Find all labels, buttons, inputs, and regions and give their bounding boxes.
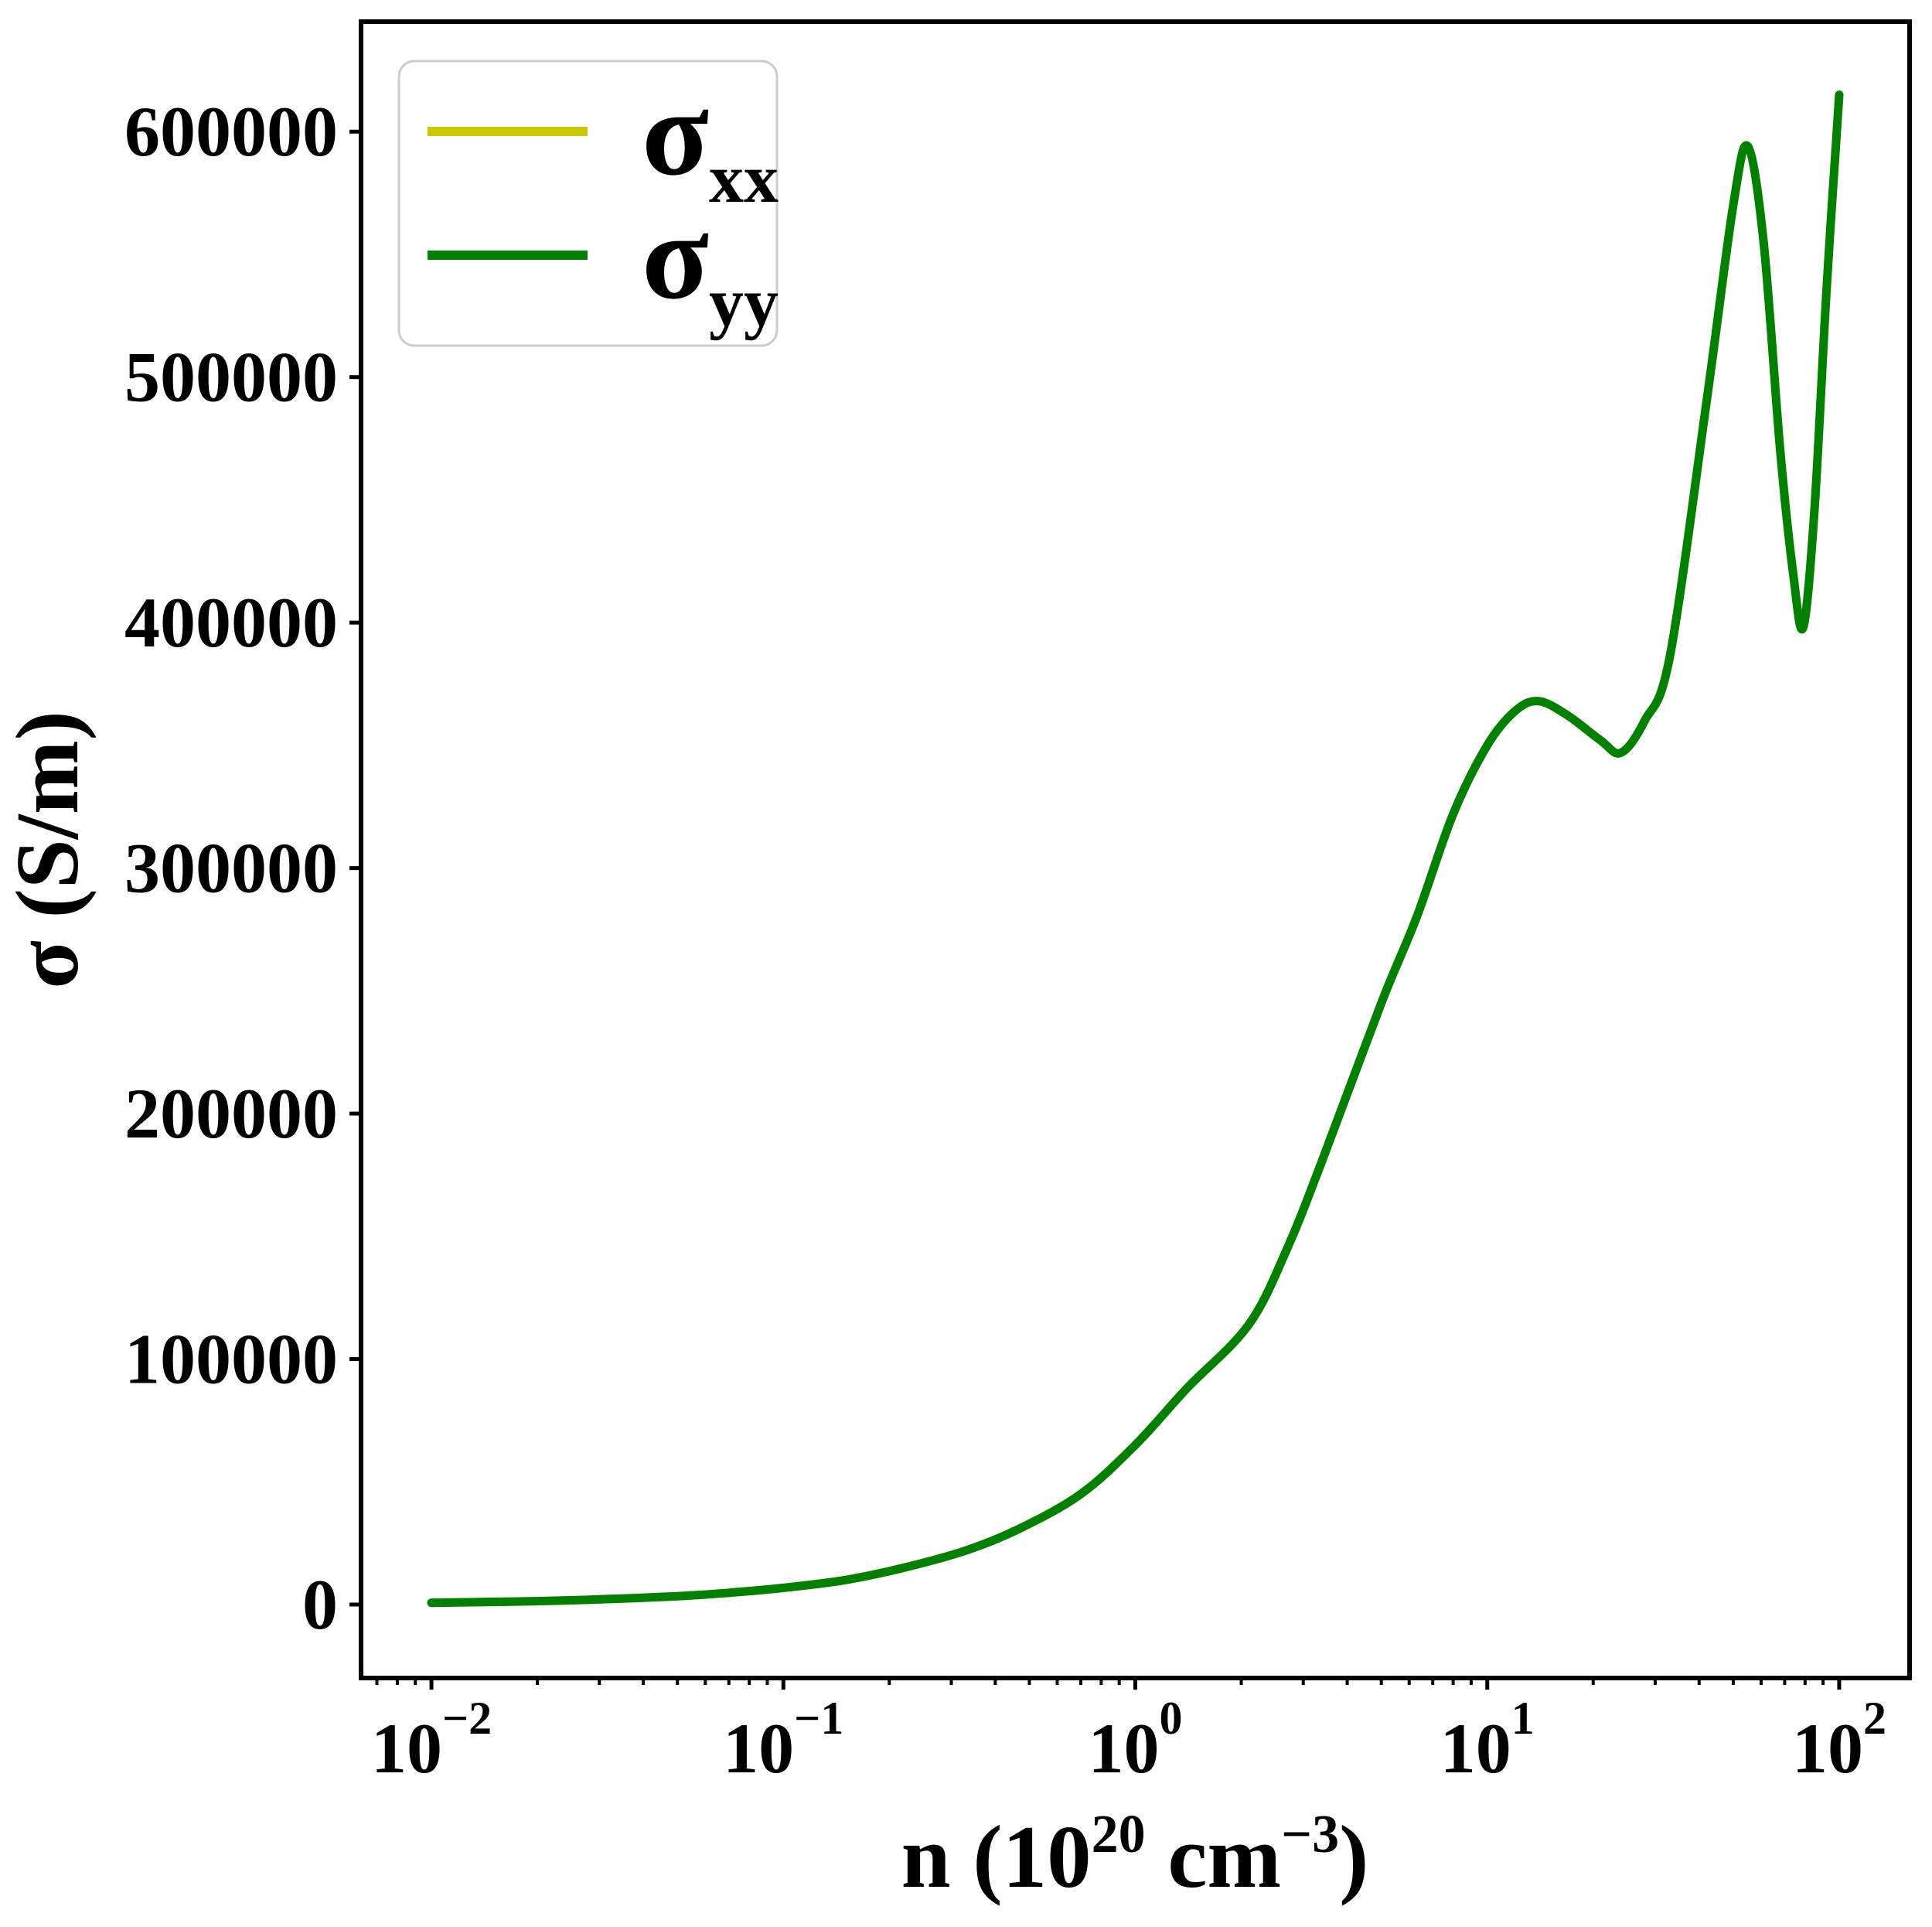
plot-area-border <box>359 19 1912 1680</box>
y-tick-label: 0 <box>302 1565 338 1644</box>
y-tick-label: 300000 <box>124 829 338 908</box>
y-tick-label: 100000 <box>124 1320 338 1399</box>
x-major-ticks: 10−2 10−1 100 101 102 <box>371 1678 1886 1788</box>
x-tick-label: 102 <box>1792 1693 1886 1788</box>
sigma_yy-curve <box>427 90 1844 1608</box>
legend-label-yy: σyy <box>642 187 779 341</box>
y-axis-label: σ (S/m) <box>0 711 97 989</box>
y-tick-label: 500000 <box>124 338 338 417</box>
y-tick-label: 200000 <box>124 1074 338 1153</box>
x-tick-label: 10−2 <box>371 1693 492 1788</box>
x-axis-label: n (1020 cm−3) <box>901 1805 1369 1906</box>
legend-label-xx: σxx <box>642 63 779 217</box>
y-major-ticks: 0 100000 200000 300000 400000 500000 600000 <box>124 92 361 1644</box>
x-tick-label: 10−1 <box>723 1693 843 1788</box>
y-tick-label: 600000 <box>124 92 338 171</box>
y-tick-label: 400000 <box>124 583 338 662</box>
x-tick-label: 101 <box>1440 1693 1535 1788</box>
data-curves <box>427 90 1844 1608</box>
x-tick-label: 100 <box>1089 1693 1183 1788</box>
